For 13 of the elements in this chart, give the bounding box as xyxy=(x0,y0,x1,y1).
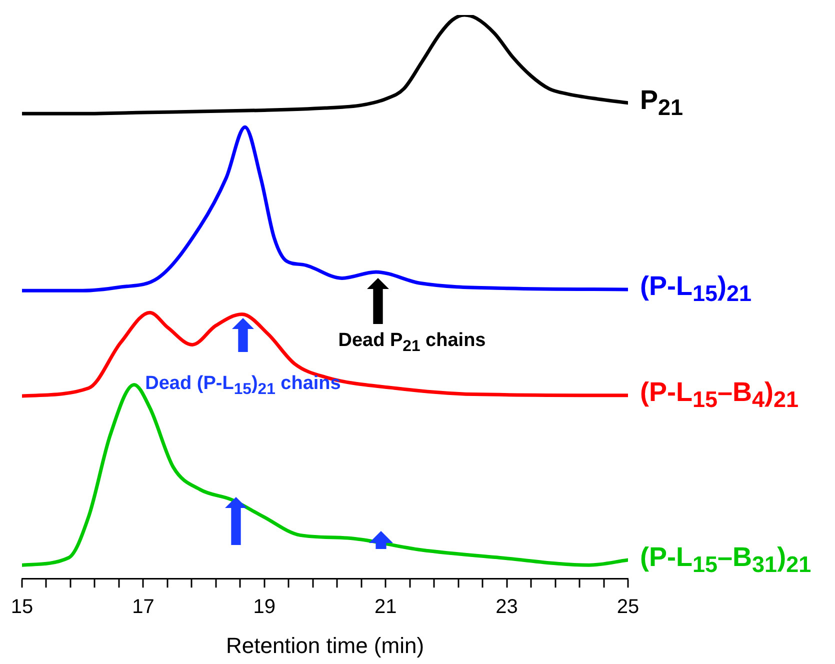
x-tick-label: 15 xyxy=(10,596,34,618)
annotation: Dead P$_{21}$ chains xyxy=(338,330,486,356)
series-label: P$_{21}$ xyxy=(640,84,684,122)
x-tick-label: 17 xyxy=(132,596,154,618)
annotation: Dead (P-L$_{15}$)$_{21}$ chains xyxy=(145,373,341,399)
x-axis-title: Retention time (min) xyxy=(226,632,424,658)
series-label: (P-L$_{15}$)$_{21}$ xyxy=(640,271,752,308)
x-tick-label: 21 xyxy=(374,596,397,618)
series-label: (P-L$_{15}$–B$_{31}$)$_{21}$ xyxy=(640,542,812,578)
series-label: (P-L$_{15}$–B$_{4}$)$_{21}$ xyxy=(640,377,799,414)
x-tick-label: 19 xyxy=(253,596,276,618)
x-tick-label: 25 xyxy=(616,596,640,618)
x-tick-label: 23 xyxy=(496,596,518,618)
